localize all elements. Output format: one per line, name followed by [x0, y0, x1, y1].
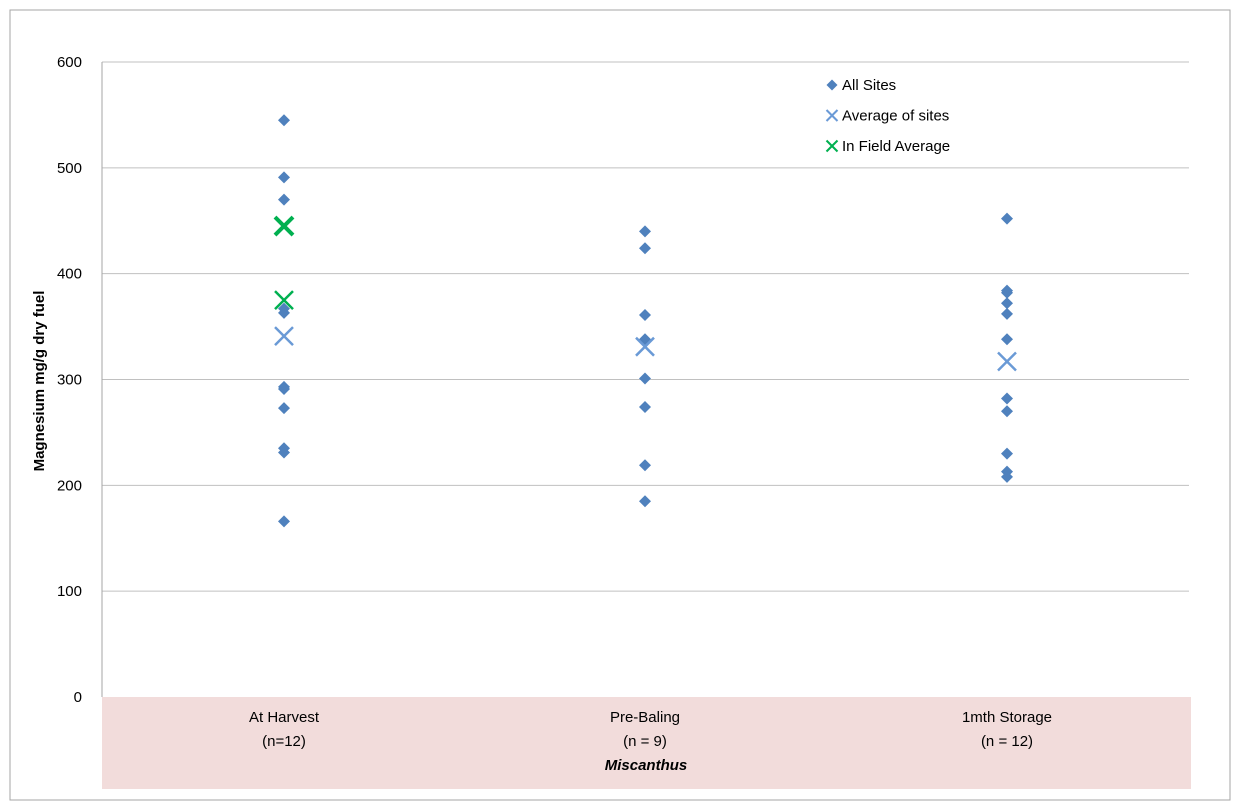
data-point — [278, 193, 290, 206]
x-category-sublabel: (n = 12) — [981, 733, 1033, 750]
data-point — [1001, 392, 1013, 405]
data-point — [1001, 286, 1013, 299]
data-point-x-stroke — [273, 215, 295, 237]
data-point — [1001, 212, 1013, 225]
legend-label: All Sites — [842, 77, 896, 94]
data-point-x-stroke — [274, 290, 294, 311]
x-category-labels: At Harvest (n=12) Pre-Baling (n = 9) 1mth St… — [249, 709, 1052, 750]
y-tick-label: 0 — [74, 689, 82, 706]
x-category-sublabel: (n=12) — [262, 733, 306, 750]
y-tick-label: 300 — [57, 372, 82, 389]
legend-label: Average of sites — [842, 108, 949, 125]
data-point-x — [635, 336, 655, 357]
category-band — [102, 697, 1191, 789]
data-point — [639, 459, 651, 472]
y-axis-label: Magnesium mg/g dry fuel — [31, 291, 48, 472]
y-tick-label: 200 — [57, 477, 82, 494]
data-point-x — [274, 290, 294, 311]
x-axis-label: Miscanthus — [605, 757, 688, 774]
y-tick-label: 600 — [57, 54, 82, 71]
legend-item: In Field Average — [825, 138, 950, 155]
legend: All Sites Average of sites In Field Averag… — [825, 77, 950, 155]
data-point — [1001, 470, 1013, 483]
y-tick-label: 400 — [57, 266, 82, 283]
data-point — [639, 242, 651, 255]
data-point-x-stroke — [997, 351, 1017, 372]
y-tick-label: 100 — [57, 583, 82, 600]
y-tick-labels: 0 100 200 300 400 500 600 — [57, 54, 82, 706]
x-category-label: At Harvest — [249, 709, 320, 726]
y-tick-label: 500 — [57, 160, 82, 177]
data-point — [278, 383, 290, 396]
data-point — [639, 225, 651, 238]
legend-marker-stroke — [825, 139, 839, 153]
data-point — [278, 402, 290, 415]
x-category-label: 1mth Storage — [962, 709, 1052, 726]
data-point — [1001, 447, 1013, 460]
legend-item: Average of sites — [825, 108, 949, 125]
legend-label: In Field Average — [842, 138, 950, 155]
data-point — [639, 495, 651, 508]
data-point — [1001, 333, 1013, 346]
data-point-x-stroke — [274, 326, 294, 346]
data-point-x — [274, 326, 294, 346]
data-point — [1001, 297, 1013, 310]
data-marks — [273, 114, 1017, 528]
chart-border — [9, 9, 1231, 801]
data-point — [1001, 405, 1013, 418]
data-point — [278, 171, 290, 184]
data-point — [278, 114, 290, 127]
data-point — [278, 515, 290, 528]
legend-item: All Sites — [826, 77, 896, 94]
legend-marker — [825, 139, 839, 153]
data-point-x — [273, 215, 295, 237]
data-point-x-stroke — [635, 336, 655, 357]
data-point — [278, 306, 290, 319]
data-point — [639, 372, 651, 385]
x-category-label: Pre-Baling — [610, 709, 680, 726]
data-point — [639, 308, 651, 321]
data-point — [639, 401, 651, 414]
legend-marker — [826, 79, 838, 91]
legend-marker — [825, 109, 839, 122]
data-point — [1001, 307, 1013, 320]
legend-marker-stroke — [825, 109, 839, 122]
x-category-sublabel: (n = 9) — [623, 733, 667, 750]
data-point-x — [997, 351, 1017, 372]
data-point — [278, 446, 290, 459]
